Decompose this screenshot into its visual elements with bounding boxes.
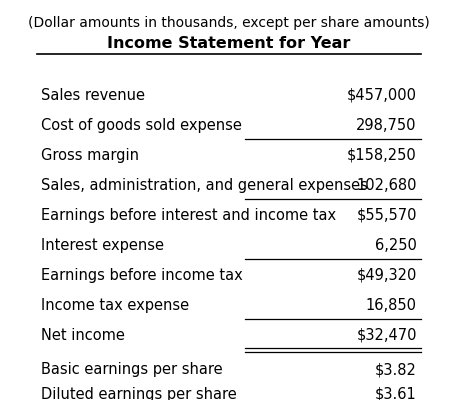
Text: $457,000: $457,000	[347, 88, 417, 103]
Text: Basic earnings per share: Basic earnings per share	[41, 362, 223, 377]
Text: 298,750: 298,750	[356, 118, 417, 133]
Text: Cost of goods sold expense: Cost of goods sold expense	[41, 118, 242, 133]
Text: Interest expense: Interest expense	[41, 238, 164, 253]
Text: $49,320: $49,320	[356, 268, 417, 283]
Text: Income Statement for Year: Income Statement for Year	[107, 36, 351, 51]
Text: 6,250: 6,250	[375, 238, 417, 253]
Text: Sales revenue: Sales revenue	[41, 88, 145, 103]
Text: $55,570: $55,570	[356, 208, 417, 223]
Text: Diluted earnings per share: Diluted earnings per share	[41, 387, 237, 400]
Text: Earnings before interest and income tax: Earnings before interest and income tax	[41, 208, 336, 223]
Text: Income tax expense: Income tax expense	[41, 298, 189, 313]
Text: Sales, administration, and general expenses: Sales, administration, and general expen…	[41, 178, 368, 193]
Text: 102,680: 102,680	[356, 178, 417, 193]
Text: Earnings before income tax: Earnings before income tax	[41, 268, 243, 283]
Text: 16,850: 16,850	[366, 298, 417, 313]
Text: $32,470: $32,470	[356, 328, 417, 343]
Text: $3.82: $3.82	[375, 362, 417, 377]
Text: Gross margin: Gross margin	[41, 148, 139, 163]
Text: Net income: Net income	[41, 328, 125, 343]
Text: $158,250: $158,250	[347, 148, 417, 163]
Text: $3.61: $3.61	[375, 387, 417, 400]
Text: (Dollar amounts in thousands, except per share amounts): (Dollar amounts in thousands, except per…	[28, 16, 430, 30]
